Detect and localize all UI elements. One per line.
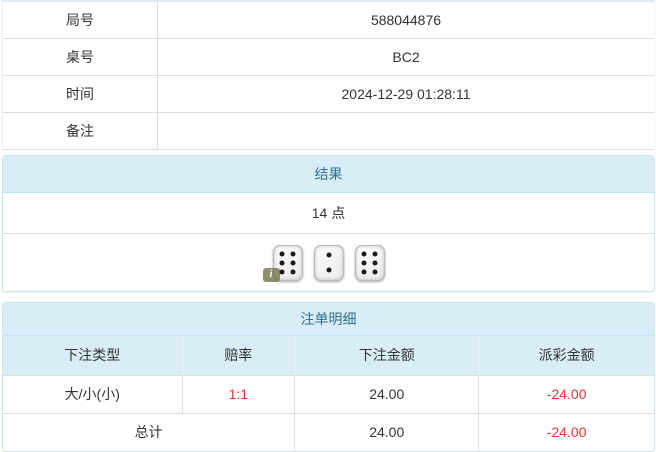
info-badge-icon[interactable]: i: [262, 267, 280, 282]
bet-detail-panel: 注单明细 下注类型 赔率 下注金额 派彩金额 大/小(小) 1:1 24.00 …: [2, 302, 655, 452]
remark-value: [158, 113, 654, 149]
total-bet-amount-cell: 24.00: [294, 413, 480, 451]
odds-cell: 1:1: [182, 375, 296, 414]
bet-table-header-row: 下注类型 赔率 下注金额 派彩金额: [3, 336, 654, 376]
die-pip: [279, 251, 285, 256]
round-number-value: 588044876: [370, 12, 442, 28]
bet-row: 大/小(小) 1:1 24.00 -24.00: [3, 375, 654, 414]
die-pip: [279, 260, 285, 265]
result-points: 14 点: [3, 193, 654, 234]
column-header-odds: 赔率: [182, 336, 296, 376]
info-row-table: 桌号 BC2: [3, 39, 654, 76]
column-header-bet-type: 下注类型: [3, 336, 183, 376]
result-panel-title: 结果: [3, 156, 654, 193]
bet-amount-cell: 24.00: [294, 375, 480, 414]
remark-label: 备注: [3, 113, 158, 149]
info-row-time: 时间 2024-12-29 01:28:11: [3, 76, 654, 113]
time-value: 2024-12-29 01:28:11: [341, 86, 471, 102]
game-info-table: 局号 588044876 桌号 BC2 时间 2024-12-29 01:28:…: [2, 0, 655, 150]
table-number-label: 桌号: [3, 39, 158, 75]
die-pip: [290, 251, 296, 256]
die-1-icon[interactable]: i: [262, 244, 303, 282]
payout-amount-cell: -24.00: [478, 375, 654, 414]
table-number-value: BC2: [392, 49, 420, 65]
column-header-payout-amount: 派彩金额: [478, 336, 654, 376]
bet-type-cell: 大/小(小): [3, 375, 183, 414]
die-pip: [290, 269, 296, 274]
total-label-cell: 总计: [3, 413, 296, 451]
total-payout-amount-cell: -24.00: [478, 413, 654, 451]
dice-row: i: [3, 234, 654, 291]
die-pip: [372, 251, 378, 256]
time-label: 时间: [3, 76, 158, 112]
die-3-icon: [354, 244, 385, 281]
die-pip: [361, 260, 367, 265]
die-pip: [326, 267, 331, 273]
round-number-label: 局号: [3, 2, 158, 38]
column-header-bet-amount: 下注金额: [294, 336, 480, 376]
die-pip: [372, 269, 378, 274]
die-pip: [361, 251, 367, 256]
die-pip: [326, 252, 331, 258]
result-panel: 结果 14 点 i: [2, 155, 655, 292]
info-row-remark: 备注: [3, 113, 654, 150]
die-pip: [372, 260, 378, 265]
bet-detail-table: 下注类型 赔率 下注金额 派彩金额 大/小(小) 1:1 24.00 -24.0…: [3, 336, 654, 451]
die-pip: [290, 260, 296, 265]
bet-detail-title: 注单明细: [3, 303, 654, 336]
total-row: 总计 24.00 -24.00: [3, 413, 654, 451]
die-pip: [361, 269, 367, 274]
info-row-round: 局号 588044876: [3, 2, 654, 39]
die-2-icon: [313, 244, 344, 281]
die-pip: [279, 269, 285, 274]
